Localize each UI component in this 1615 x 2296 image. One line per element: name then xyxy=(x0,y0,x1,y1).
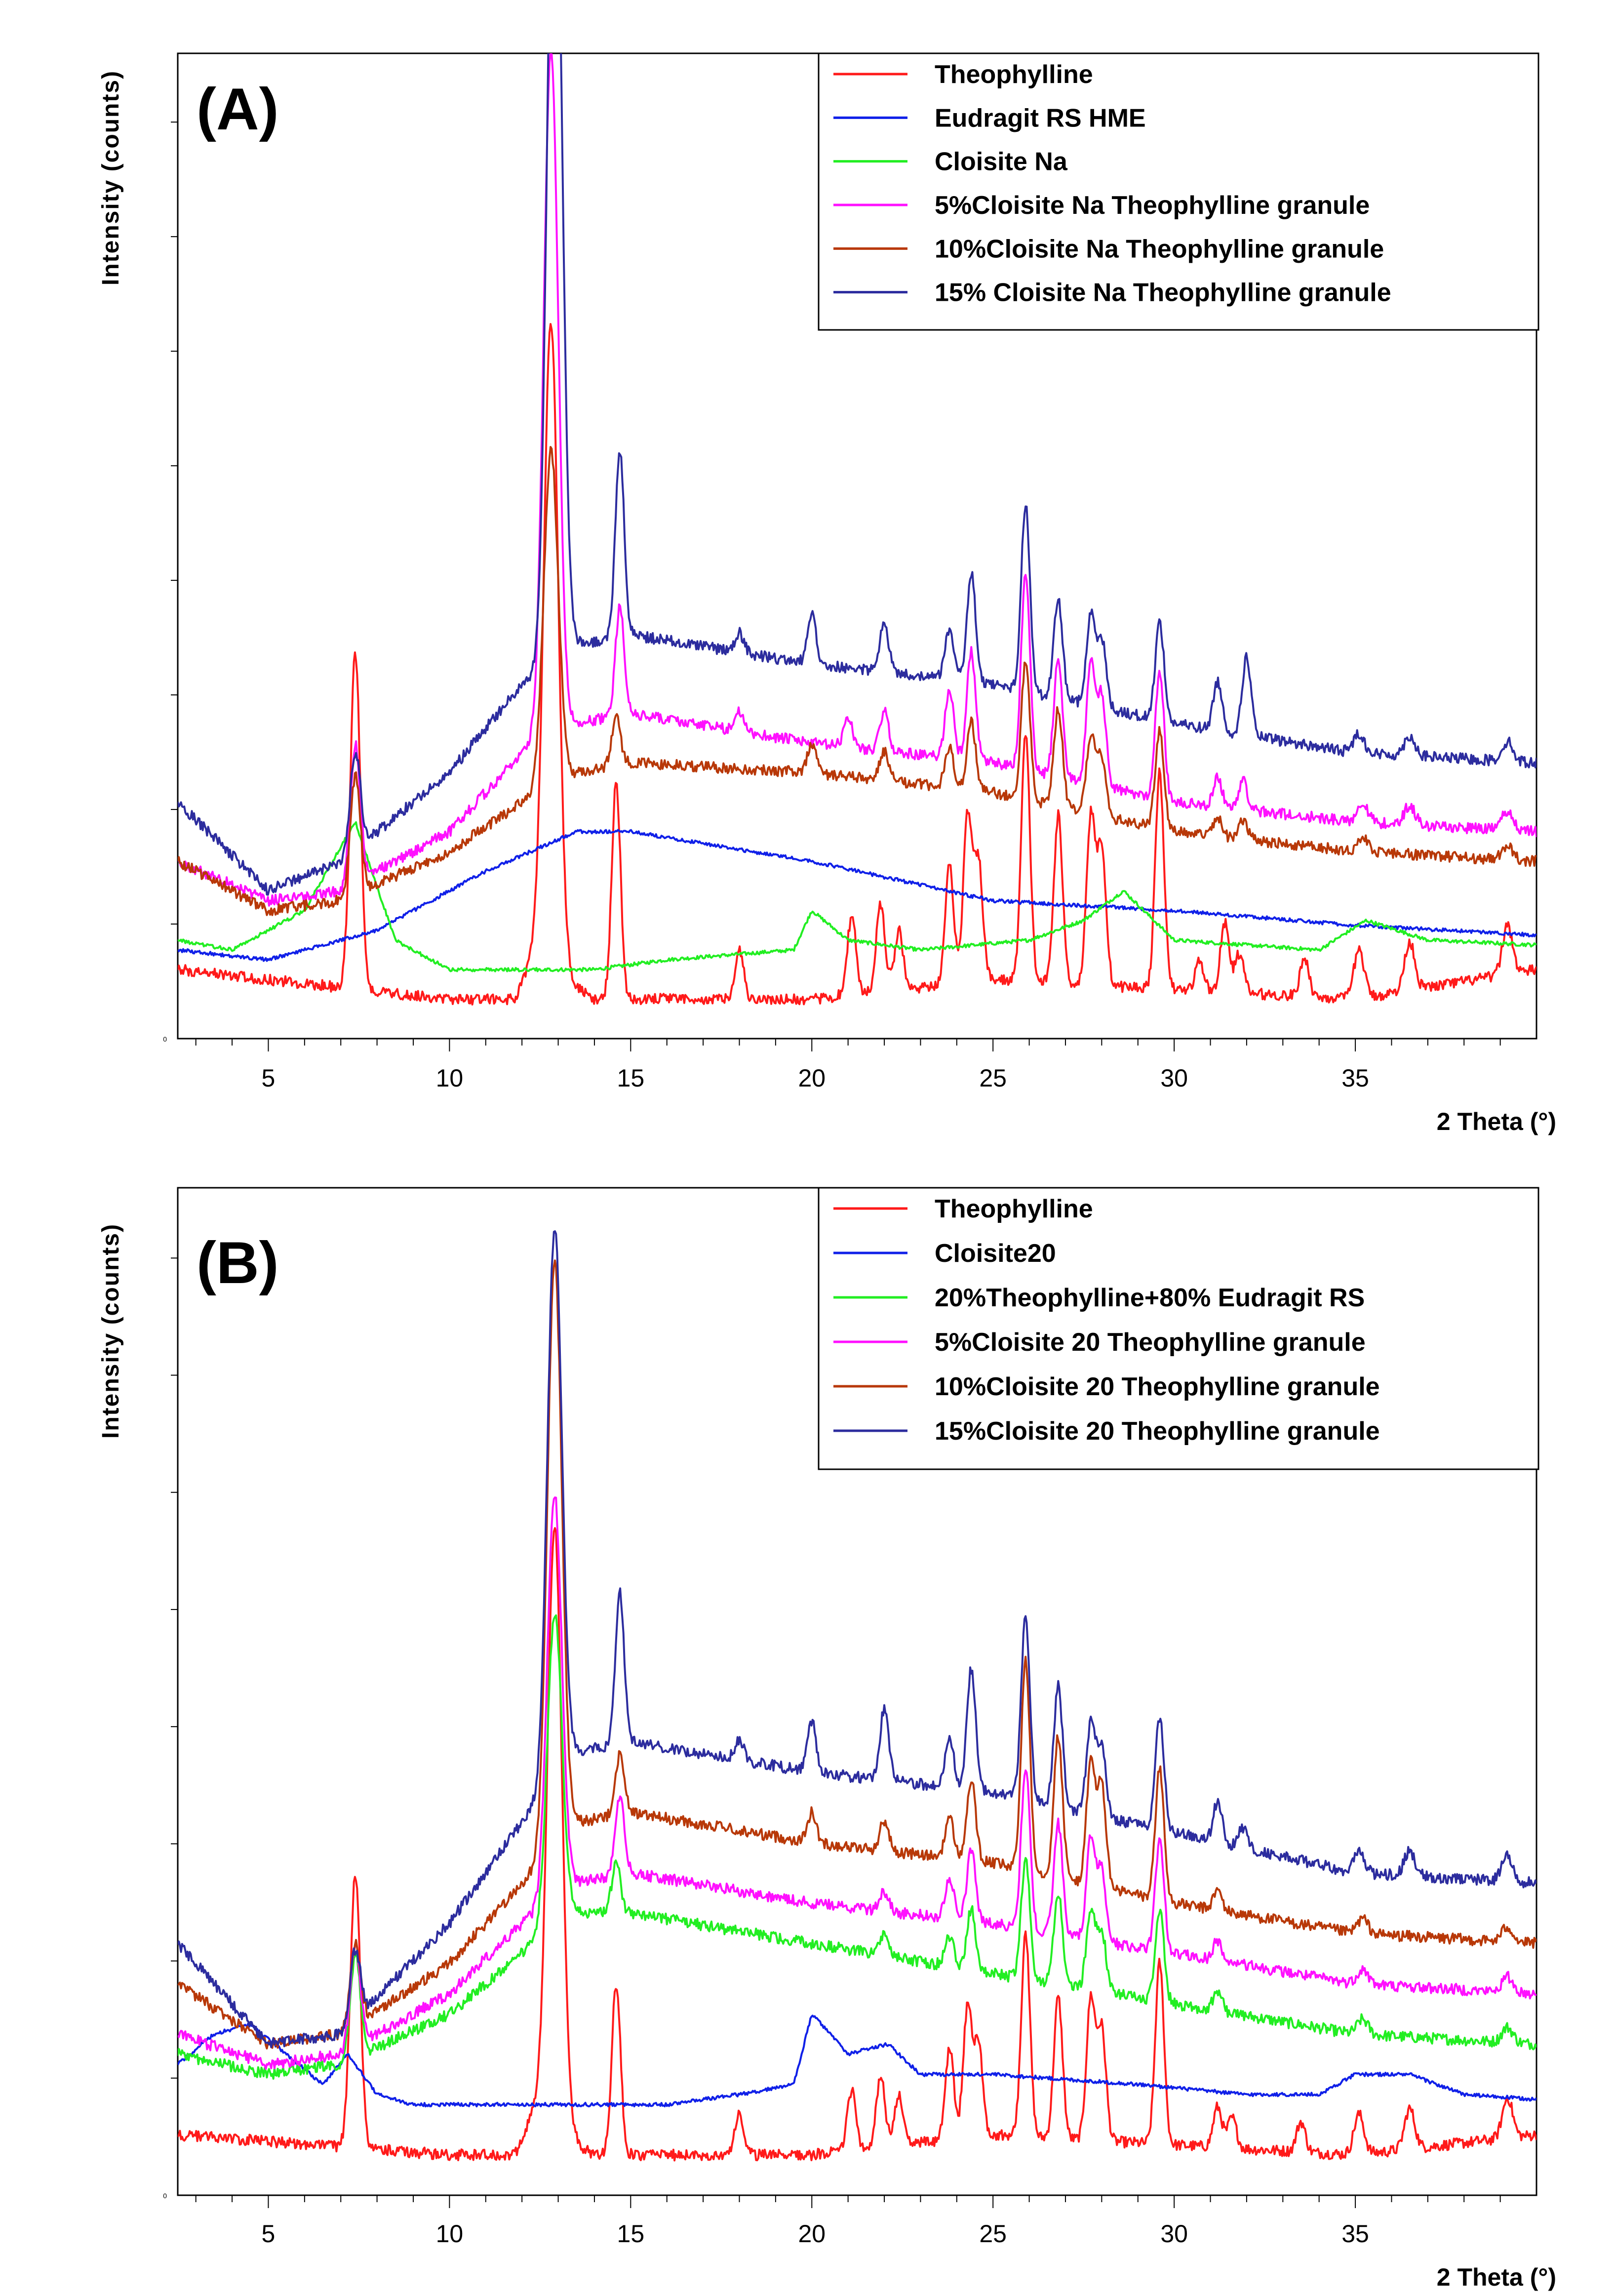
series-line xyxy=(178,1230,1536,2049)
series-line xyxy=(178,53,1536,907)
legend: Theophylline Cloisite20 20%Theophylline+80… xyxy=(818,1187,1539,1470)
x-tick-label: 15 xyxy=(617,1064,645,1092)
x-tick-label: 25 xyxy=(979,2220,1007,2248)
panel-a: 0 5 10 15 20 25 30 35 2 Theta (°) Intensity (coun… xyxy=(98,52,1556,1135)
x-tick-label: 5 xyxy=(262,2220,276,2248)
x-tick-label: 15 xyxy=(617,2220,645,2248)
series-line xyxy=(178,1496,1536,2070)
x-tick-label: 20 xyxy=(798,1064,826,1092)
legend-entry: 10%Cloisite 20 Theophylline granule xyxy=(935,1372,1380,1401)
legend-entry: 5%Cloisite 20 Theophylline granule xyxy=(935,1328,1366,1357)
legend-entry: 15% Cloisite Na Theophylline granule xyxy=(935,279,1391,307)
x-tick-label: 25 xyxy=(979,1064,1007,1092)
x-tick-label: 35 xyxy=(1341,1064,1369,1092)
series-line xyxy=(178,2014,1536,2108)
panel-label: (B) xyxy=(197,1230,279,1296)
legend-entry: 20%Theophylline+80% Eudragit RS xyxy=(935,1284,1365,1312)
y-axis-label: Intensity (counts) xyxy=(98,1223,124,1439)
x-tick-label: 5 xyxy=(262,1064,276,1092)
series-line xyxy=(178,821,1536,972)
series-line xyxy=(178,323,1536,1006)
series-line xyxy=(178,446,1536,916)
y-axis-label: Intensity (counts) xyxy=(98,70,124,285)
series-line xyxy=(178,53,1536,896)
legend-entry: 10%Cloisite Na Theophylline granule xyxy=(935,235,1384,263)
x-axis-label: 2 Theta (°) xyxy=(1437,2263,1556,2291)
x-tick-label: 30 xyxy=(1160,2220,1188,2248)
x-tick-label: 30 xyxy=(1160,1064,1188,1092)
legend-box xyxy=(818,52,1539,331)
plot-area xyxy=(178,1230,1536,2162)
legend-entry: Cloisite Na xyxy=(935,148,1068,176)
x-tick-label: 10 xyxy=(436,2220,464,2248)
y-zero-label: 0 xyxy=(163,2192,167,2200)
panel-label: (A) xyxy=(197,76,279,142)
legend-entry: 15%Cloisite 20 Theophylline granule xyxy=(935,1417,1380,1446)
panel-b: 0 5 10 15 20 25 30 35 2 Theta (°) Intensity (coun… xyxy=(98,1187,1556,2291)
legend-entry: Eudragit RS HME xyxy=(935,104,1146,132)
legend: Theophylline Eudragit RS HME Cloisite Na 5%… xyxy=(818,52,1539,331)
x-tick-label: 20 xyxy=(798,2220,826,2248)
legend-entry: 5%Cloisite Na Theophylline granule xyxy=(935,191,1370,220)
series-line xyxy=(178,1259,1536,2050)
legend-entry: Theophylline xyxy=(935,1195,1093,1223)
legend-entry: Theophylline xyxy=(935,60,1093,89)
x-axis-label: 2 Theta (°) xyxy=(1437,1108,1556,1135)
legend-box xyxy=(818,1187,1539,1470)
plot-area xyxy=(178,53,1536,1006)
series-line xyxy=(178,829,1536,962)
x-tick-label: 10 xyxy=(436,1064,464,1092)
series-line xyxy=(178,1614,1536,2080)
x-tick-label: 35 xyxy=(1341,2220,1369,2248)
legend-entry: Cloisite20 xyxy=(935,1239,1056,1268)
series-line xyxy=(178,1527,1536,2162)
y-zero-label: 0 xyxy=(163,1035,167,1043)
